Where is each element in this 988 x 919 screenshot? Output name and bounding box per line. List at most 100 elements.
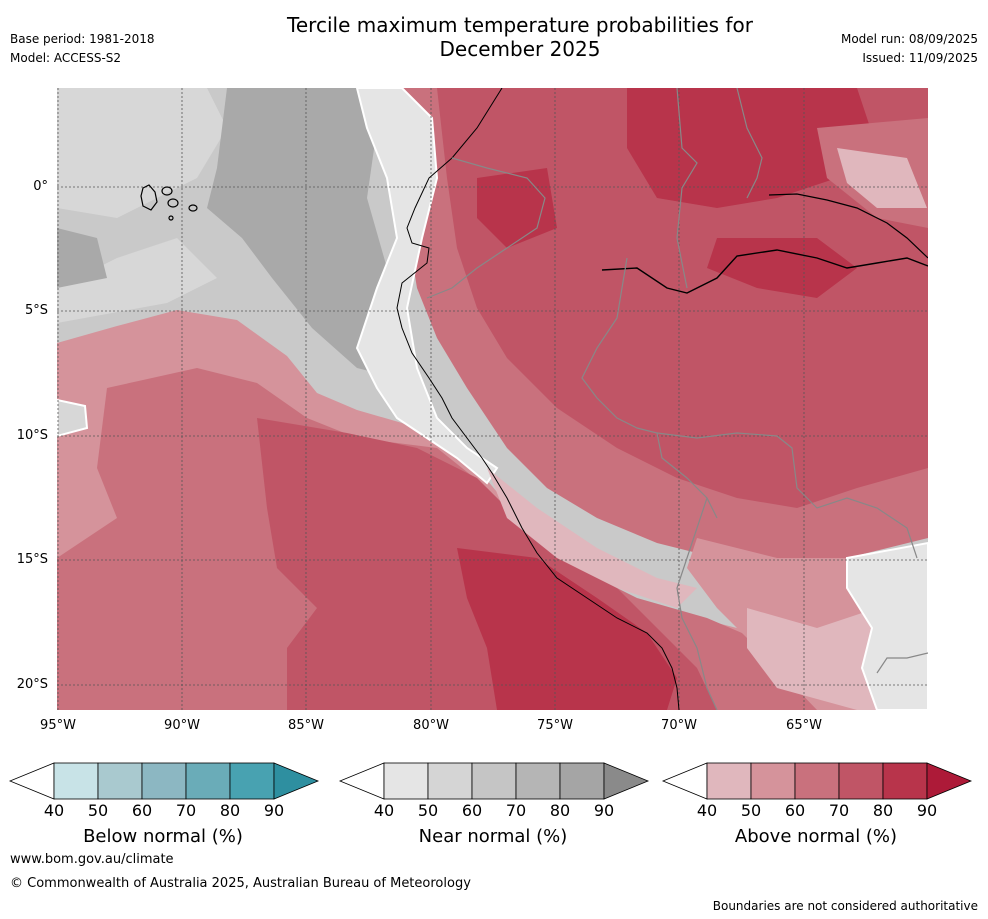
island-isabela	[140, 184, 158, 211]
near-normal-50-area-1	[57, 88, 227, 218]
below-normal-label: Below normal (%)	[83, 826, 243, 847]
lon-label-75w: 75°W	[537, 718, 573, 733]
map-title: Tercile maximum temperature probabilitie…	[170, 13, 870, 61]
near-normal-patch-west	[57, 398, 89, 438]
island-floreana	[168, 215, 174, 221]
colorbar-segment	[706, 762, 752, 800]
colorbar-segment	[229, 762, 275, 800]
colorbar-segment	[185, 762, 231, 800]
colorbars	[8, 762, 973, 800]
graticule	[57, 88, 928, 710]
model-run-text: Model run: 08/09/2025	[840, 32, 978, 46]
colorbar-below-normal	[8, 762, 320, 800]
lat-label-0: 0°	[33, 179, 48, 194]
colorbar-arrow-right	[926, 762, 973, 800]
colorbar-segment	[97, 762, 143, 800]
colorbar-tick-label: 70	[175, 801, 197, 820]
near-normal-southeast	[846, 541, 928, 710]
title-line-1: Tercile maximum temperature probabilitie…	[287, 13, 753, 37]
amazon-river-north	[768, 193, 928, 259]
colorbar-tick-label: 70	[505, 801, 527, 820]
above-normal-50-northeast	[837, 148, 927, 208]
copyright-text: © Commonwealth of Australia 2025, Austra…	[10, 876, 471, 891]
lat-label-10s: 10°S	[16, 428, 48, 443]
colorbar-arrow-left	[8, 762, 55, 800]
island-santa-cruz	[167, 198, 179, 208]
colorbar-tick-label: 80	[219, 801, 241, 820]
border-bolivia-peru-chile	[676, 497, 718, 710]
near-normal-50-area-2	[57, 238, 217, 323]
colorbar-segment	[882, 762, 928, 800]
lat-label-5s: 5°S	[24, 303, 48, 318]
colorbar-tick-label: 60	[461, 801, 483, 820]
colorbar-tick-label: 50	[417, 801, 439, 820]
border-peru-brazil	[581, 257, 718, 519]
base-period-text: Base period: 1981-2018	[10, 32, 155, 46]
border-ecuador-peru	[426, 157, 546, 299]
island-santiago	[161, 186, 173, 196]
map-svg	[57, 88, 928, 710]
colorbar-tick-label: 80	[549, 801, 571, 820]
island-san-cristobal	[188, 204, 198, 212]
above-normal-80-land	[437, 88, 928, 508]
near-normal-70-band	[207, 88, 407, 378]
lon-label-80w: 80°W	[413, 718, 449, 733]
colorbar-segment	[838, 762, 884, 800]
lon-label-95w: 95°W	[40, 718, 76, 733]
colorbar-segment	[559, 762, 605, 800]
near-normal-coastal-strip	[355, 88, 499, 485]
border-south	[876, 652, 928, 674]
near-normal-label: Near normal (%)	[418, 826, 568, 847]
coastline	[396, 88, 680, 710]
colorbar-tick-label: 40	[43, 801, 65, 820]
border-bolivia-brazil	[656, 432, 918, 559]
colorbar-arrow-left	[338, 762, 385, 800]
colorbar-above-normal	[661, 762, 973, 800]
above-normal-90-ocean	[457, 548, 677, 710]
lon-label-85w: 85°W	[288, 718, 324, 733]
colorbar-tick-label: 90	[916, 801, 938, 820]
galapagos-islands	[140, 184, 198, 221]
lat-label-15s: 15°S	[16, 552, 48, 567]
colorbar-tick-label: 60	[131, 801, 153, 820]
above-normal-50-coast	[487, 468, 697, 608]
colorbar-tick-label: 90	[593, 801, 615, 820]
colorbar-tick-label: 40	[373, 801, 395, 820]
colorbar-tick-label: 90	[263, 801, 285, 820]
title-line-2: December 2025	[439, 37, 601, 61]
colorbar-segment	[515, 762, 561, 800]
colorbar-segment	[383, 762, 429, 800]
border-colombia-brazil	[676, 88, 698, 289]
disclaimer-text: Boundaries are not considered authoritat…	[712, 899, 978, 913]
above-normal-90-north	[627, 88, 877, 208]
colorbar-tick-label: 60	[784, 801, 806, 820]
colorbar-segment	[471, 762, 517, 800]
colorbar-tick-label: 50	[87, 801, 109, 820]
colorbar-segment	[794, 762, 840, 800]
country-borders	[426, 88, 928, 710]
lat-label-20s: 20°S	[16, 677, 48, 692]
colorbar-segment	[141, 762, 187, 800]
colorbar-tick-label: 50	[740, 801, 762, 820]
colorbar-arrow-right	[603, 762, 650, 800]
colorbar-tick-label: 40	[696, 801, 718, 820]
probability-map	[57, 88, 928, 710]
lon-label-65w: 65°W	[786, 718, 822, 733]
colorbar-tick-label: 80	[872, 801, 894, 820]
website-link[interactable]: www.bom.gov.au/climate	[10, 852, 174, 867]
above-normal-90-amazon	[707, 238, 857, 298]
colorbar-near-normal	[338, 762, 650, 800]
above-normal-label: Above normal (%)	[734, 826, 898, 847]
colorbar-arrow-left	[661, 762, 708, 800]
model-text: Model: ACCESS-S2	[10, 51, 122, 65]
amazon-river-main	[601, 249, 928, 294]
colorbar-arrow-right	[273, 762, 320, 800]
border-venezuela-brazil	[736, 88, 763, 199]
colorbar-segment	[750, 762, 796, 800]
near-normal-70-west	[57, 228, 107, 288]
issued-text: Issued: 11/09/2025	[862, 51, 978, 65]
lon-label-90w: 90°W	[164, 718, 200, 733]
colorbar-segment	[53, 762, 99, 800]
colorbar-segment	[427, 762, 473, 800]
colorbar-tick-label: 70	[828, 801, 850, 820]
